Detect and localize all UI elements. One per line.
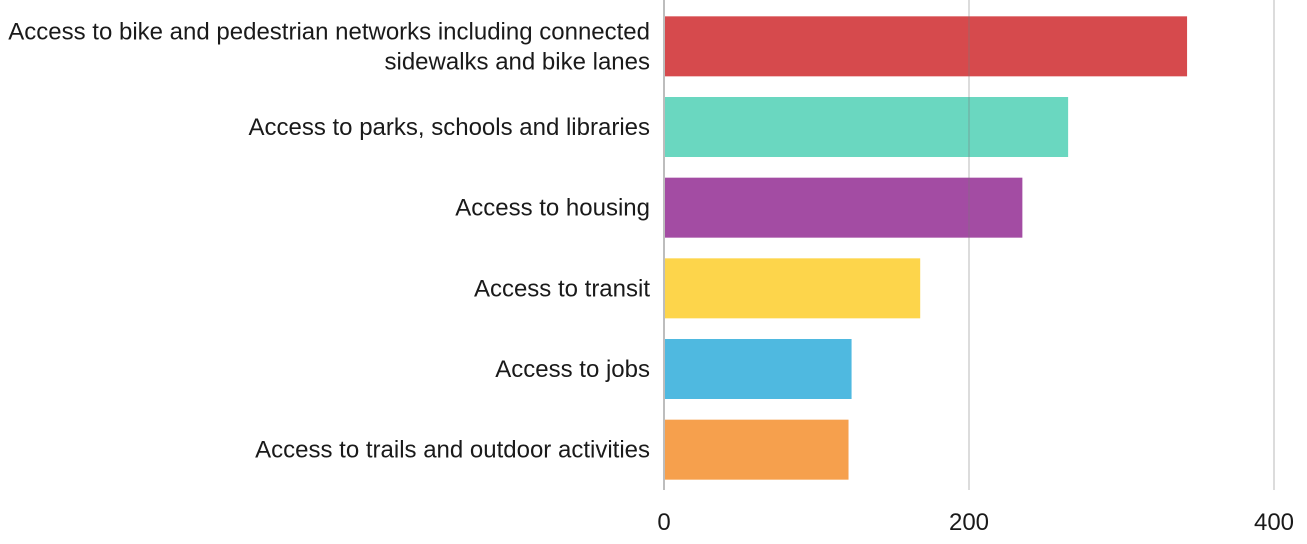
bars [664,16,1188,480]
x-tick-labels: 0 200 400 [657,509,1294,536]
category-label: Access to housing [455,194,650,221]
category-label: Access to transit [474,275,650,302]
bar [664,177,1023,238]
x-tick-label: 200 [949,509,989,536]
x-tick-label: 400 [1254,509,1294,536]
category-label: Access to parks, schools and libraries [248,114,650,141]
bar [664,16,1188,77]
gridlines [968,0,1275,490]
category-labels: Access to bike and pedestrian networks i… [8,18,650,463]
category-label: Access to jobs [495,356,650,383]
bar [664,258,921,319]
x-tick-label: 0 [657,509,670,536]
category-label: Access to trails and outdoor activities [255,436,650,463]
bar [664,97,1069,157]
category-label: Access to bike and pedestrian networks i… [8,18,650,75]
bar [664,419,849,480]
bar [664,339,852,399]
